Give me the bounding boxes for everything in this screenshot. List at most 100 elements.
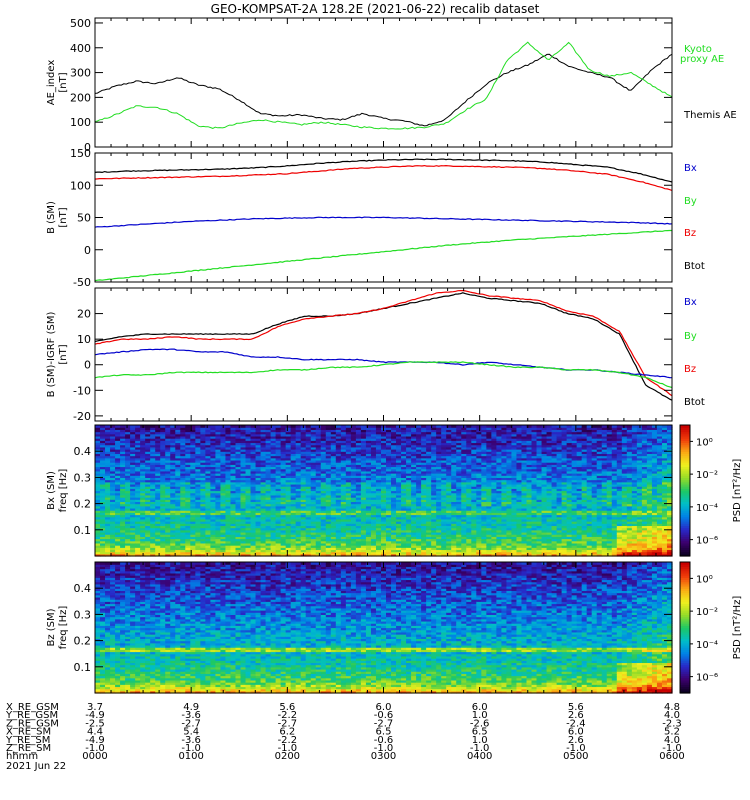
psd-cell [476,499,482,503]
psd-cell [100,531,106,535]
psd-cell [461,492,467,496]
psd-cell [345,503,352,507]
psd-cell [340,527,347,531]
psd-cell [95,492,101,496]
psd-cell [255,473,262,476]
psd-cell [265,516,272,520]
psd-cell [330,473,337,476]
psd-cell [215,435,222,439]
psd-cell [305,492,312,496]
psd-cell [466,433,472,437]
psd-cell [305,449,312,452]
psd-cell [375,479,382,483]
psd-cell [240,483,247,487]
psd-cell [285,497,292,500]
psd-cell [175,475,181,478]
psd-cell [370,534,377,537]
psd-cell [265,512,272,516]
psd-cell [401,503,407,507]
psd-cell [135,442,141,446]
psd-cell [451,542,457,546]
psd-cell [145,435,151,439]
psd-cell [190,457,196,461]
psd-cell [260,455,267,459]
psd-cell [486,529,492,533]
psd-cell [110,540,116,544]
psd-cell [200,431,206,435]
psd-cell [471,459,477,463]
psd-cell [340,538,347,542]
psd-cell [355,453,362,457]
psd-cell [340,453,347,457]
psd-cell [396,455,402,459]
psd-cell [340,540,347,544]
psd-cell [105,534,111,537]
psd-cell [471,477,477,481]
psd-cell [446,527,452,531]
psd-cell [426,481,432,485]
psd-cell [431,468,437,472]
psd-cell [471,483,477,487]
psd-cell [180,455,186,459]
psd-cell [411,534,417,537]
psd-cell [345,505,352,509]
psd-cell [255,494,262,498]
psd-cell [180,507,186,511]
psd-cell [446,462,452,465]
psd-cell [411,444,417,448]
psd-cell [160,542,166,546]
psd-cell [446,499,452,503]
psd-cell [355,523,362,527]
psd-cell [295,549,302,553]
psd-cell [200,507,206,511]
psd-cell [320,473,327,476]
psd-cell [160,494,166,498]
psd-cell [295,488,302,492]
psd-cell [360,540,367,544]
psd-cell [320,529,327,533]
psd-cell [436,494,442,498]
psd-cell [345,527,352,531]
psd-cell [130,536,136,540]
psd-cell [220,505,227,509]
psd-cell [365,523,372,527]
psd-cell [290,429,297,433]
psd-cell [150,488,156,492]
y-tick-label: 0 [84,244,91,257]
psd-cell [436,512,442,516]
psd-cell [210,435,217,439]
psd-cell [295,435,302,439]
psd-cell [421,547,427,551]
psd-cell [411,540,417,544]
psd-cell [416,479,422,483]
psd-cell [305,531,312,535]
psd-cell [426,490,432,494]
y-tick-label: 400 [70,42,91,55]
psd-cell [190,521,196,524]
psd-cell [275,440,282,444]
psd-cell [165,438,171,441]
psd-cell [100,453,106,457]
psd-cell [280,523,287,527]
psd-cell [235,442,242,446]
psd-cell [406,499,412,503]
psd-cell [370,453,377,457]
psd-cell [280,466,287,470]
psd-cell [185,545,191,548]
psd-cell [165,518,171,522]
psd-cell [375,551,382,555]
psd-cell [456,429,462,433]
psd-cell [401,468,407,472]
psd-cell [451,499,457,503]
psd-cell [145,499,151,503]
psd-cell [265,542,272,546]
psd-cell [195,459,201,463]
psd-cell [115,553,121,557]
psd-cell [150,438,156,441]
psd-cell [220,433,227,437]
psd-cell [456,521,462,524]
psd-cell [365,470,372,474]
psd-cell [406,531,412,535]
psd-cell [340,425,347,428]
